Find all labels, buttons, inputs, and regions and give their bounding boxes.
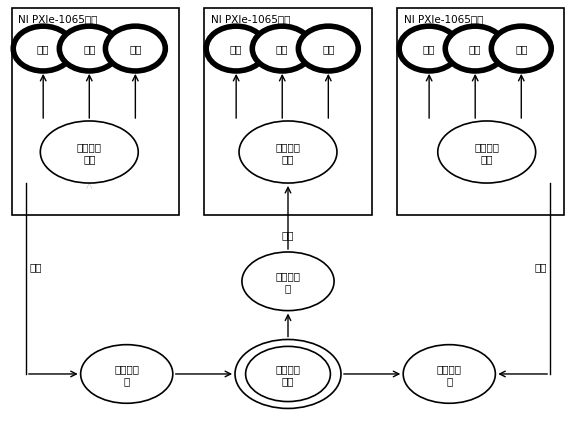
Ellipse shape [403,345,495,403]
Text: 零槽控制器: 零槽控制器 [404,37,435,47]
Text: 网络: 网络 [282,229,294,240]
Ellipse shape [491,27,551,72]
Text: 板卡: 板卡 [322,44,335,55]
Ellipse shape [245,347,331,402]
Text: 控制服务
模块: 控制服务 模块 [275,142,301,163]
Text: 控制端模
块: 控制端模 块 [275,271,301,292]
Ellipse shape [81,345,173,403]
Text: 板卡: 板卡 [83,44,96,55]
Bar [204,9,372,215]
Ellipse shape [40,122,138,184]
Bar [397,9,564,215]
Text: 板卡: 板卡 [423,44,435,55]
Ellipse shape [438,122,536,184]
Text: 设备控制
模块: 设备控制 模块 [275,363,301,385]
Text: NI PXIe-1065机箱: NI PXIe-1065机箱 [404,14,484,24]
Ellipse shape [242,252,334,311]
Text: NI PXIe-1065机箱: NI PXIe-1065机箱 [18,14,98,24]
Ellipse shape [298,27,358,72]
Text: 板卡: 板卡 [515,44,528,55]
Text: 零槽控制器: 零槽控制器 [18,37,50,47]
Text: 零槽控制器: 零槽控制器 [211,37,242,47]
Text: 控制服务
模块: 控制服务 模块 [77,142,102,163]
Ellipse shape [399,27,459,72]
Text: 板卡: 板卡 [276,44,289,55]
Ellipse shape [239,122,337,184]
Text: 板卡: 板卡 [129,44,142,55]
Text: 控制端模
块: 控制端模 块 [437,363,462,385]
Ellipse shape [59,27,119,72]
Text: 板卡: 板卡 [230,44,242,55]
Text: 网络: 网络 [534,261,547,272]
Ellipse shape [252,27,312,72]
Text: 板卡: 板卡 [37,44,50,55]
Ellipse shape [235,340,341,408]
Ellipse shape [105,27,165,72]
Text: 控制服务
模块: 控制服务 模块 [474,142,499,163]
Text: NI PXIe-1065机箱: NI PXIe-1065机箱 [211,14,291,24]
Ellipse shape [206,27,266,72]
Text: 板卡: 板卡 [469,44,482,55]
Text: 控制端模
块: 控制端模 块 [114,363,139,385]
Bar [12,9,179,215]
Ellipse shape [445,27,505,72]
Ellipse shape [13,27,73,72]
Text: 网络: 网络 [29,261,42,272]
